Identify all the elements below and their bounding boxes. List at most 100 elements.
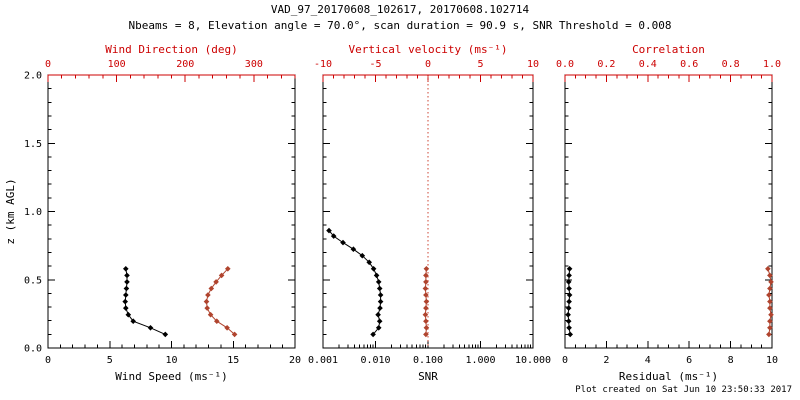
svg-text:15: 15 bbox=[227, 355, 239, 366]
snr-profile-marker bbox=[366, 259, 372, 266]
svg-text:0.6: 0.6 bbox=[680, 59, 698, 70]
wind-direction-line bbox=[205, 268, 235, 335]
residual-marker bbox=[565, 311, 571, 318]
svg-text:0.4: 0.4 bbox=[639, 59, 657, 70]
residual-marker bbox=[565, 305, 572, 311]
correlation-marker bbox=[768, 279, 774, 285]
svg-text:0: 0 bbox=[45, 355, 51, 366]
svg-text:-10: -10 bbox=[314, 59, 332, 70]
svg-text:0: 0 bbox=[562, 355, 568, 366]
wind-direction-marker bbox=[203, 298, 210, 305]
svg-text:5: 5 bbox=[107, 355, 113, 366]
correlation-marker bbox=[767, 318, 773, 324]
wind-speed-marker bbox=[123, 266, 129, 272]
residual-marker bbox=[566, 298, 572, 305]
svg-text:4: 4 bbox=[645, 355, 651, 366]
wind-speed-marker bbox=[147, 325, 154, 331]
svg-text:300: 300 bbox=[245, 59, 263, 70]
vertical-velocity-marker bbox=[422, 285, 429, 292]
snr-profile-marker bbox=[350, 246, 357, 252]
correlation-marker bbox=[767, 325, 773, 331]
wind-speed-marker bbox=[122, 298, 128, 305]
svg-text:10: 10 bbox=[766, 355, 778, 366]
wind-direction-marker bbox=[214, 318, 220, 324]
vertical-velocity-marker bbox=[423, 266, 430, 272]
snr-profile-marker bbox=[370, 331, 376, 338]
svg-text:10.000: 10.000 bbox=[515, 355, 551, 366]
wind-speed-marker bbox=[123, 285, 130, 292]
svg-text:1.000: 1.000 bbox=[465, 355, 495, 366]
wind-speed-marker bbox=[125, 311, 132, 318]
svg-text:10: 10 bbox=[165, 355, 177, 366]
svg-text:0.8: 0.8 bbox=[722, 59, 740, 70]
wind-direction-marker bbox=[208, 285, 215, 292]
plot-title: VAD_97_20170608_102617, 20170608.102714 bbox=[270, 3, 530, 16]
vertical-velocity-marker bbox=[423, 318, 429, 324]
vertical-velocity-marker bbox=[423, 305, 429, 311]
svg-text:0.0: 0.0 bbox=[556, 59, 574, 70]
snr-profile-marker bbox=[377, 298, 384, 305]
residual-marker bbox=[566, 292, 573, 298]
vertical-velocity-marker bbox=[423, 279, 429, 285]
snr-profile-marker bbox=[375, 325, 382, 331]
svg-text:0: 0 bbox=[45, 59, 51, 70]
snr-profile-line bbox=[328, 230, 382, 335]
wind-direction-marker bbox=[205, 292, 211, 298]
wind-direction-marker bbox=[207, 311, 214, 318]
snr-profile-marker bbox=[370, 266, 377, 272]
snr-profile-marker bbox=[377, 292, 384, 298]
correlation-marker bbox=[767, 285, 773, 292]
residual-marker bbox=[566, 266, 573, 272]
svg-text:200: 200 bbox=[176, 59, 194, 70]
vertical-velocity-marker bbox=[423, 331, 429, 338]
svg-text:2.0: 2.0 bbox=[24, 71, 42, 82]
svg-text:Vertical velocity (ms⁻¹): Vertical velocity (ms⁻¹) bbox=[349, 43, 508, 56]
residual-marker bbox=[565, 318, 572, 324]
svg-text:5: 5 bbox=[477, 59, 483, 70]
svg-text:0.010: 0.010 bbox=[360, 355, 390, 366]
vertical-velocity-marker bbox=[423, 325, 430, 331]
wind-direction-marker bbox=[224, 325, 230, 331]
wind-direction-marker bbox=[213, 279, 219, 285]
svg-text:Correlation: Correlation bbox=[632, 43, 705, 56]
vertical-velocity-marker bbox=[423, 272, 429, 279]
snr-profile-marker bbox=[359, 252, 366, 259]
residual-marker bbox=[566, 325, 572, 331]
snr-profile-marker bbox=[375, 279, 382, 285]
snr-profile-marker bbox=[326, 227, 332, 234]
wind-speed-marker bbox=[124, 272, 130, 279]
wind-direction-marker bbox=[231, 331, 238, 338]
svg-text:SNR: SNR bbox=[418, 370, 438, 383]
svg-text:z (km AGL): z (km AGL) bbox=[4, 178, 17, 244]
wind-speed-marker bbox=[123, 292, 129, 298]
panel-snr: 0.001 0.010 0.100 1.000 10.000 SNR -10 -5 0 5 10 Ve… bbox=[308, 43, 551, 383]
correlation-marker bbox=[766, 331, 772, 338]
svg-text:1.0: 1.0 bbox=[24, 207, 42, 218]
svg-text:2: 2 bbox=[603, 355, 609, 366]
residual-marker bbox=[565, 279, 572, 285]
vertical-velocity-marker bbox=[423, 298, 430, 305]
plot-timestamp: Plot created on Sat Jun 10 23:50:33 2017 bbox=[575, 385, 792, 395]
snr-profile-marker bbox=[330, 233, 337, 239]
svg-text:0.001: 0.001 bbox=[308, 355, 338, 366]
wind-speed-marker bbox=[124, 279, 130, 285]
svg-text:0.100: 0.100 bbox=[413, 355, 443, 366]
svg-text:Wind Direction (deg): Wind Direction (deg) bbox=[105, 43, 237, 56]
wind-direction-marker bbox=[204, 305, 210, 311]
svg-text:Wind Speed (ms⁻¹): Wind Speed (ms⁻¹) bbox=[115, 370, 228, 383]
svg-text:8: 8 bbox=[728, 355, 734, 366]
snr-profile-marker bbox=[376, 318, 383, 324]
snr-profile-marker bbox=[375, 311, 381, 318]
wind-speed-marker bbox=[123, 305, 129, 311]
residual-marker bbox=[566, 272, 572, 279]
wind-speed-marker bbox=[162, 331, 169, 338]
correlation-marker bbox=[767, 305, 773, 311]
panel-residual: 0 2 4 6 8 10 Residual (ms⁻¹) 0.0 0.2 0.4 0.6 0.8 1.0… bbox=[556, 43, 781, 383]
correlation-marker bbox=[767, 298, 773, 305]
correlation-marker bbox=[765, 266, 771, 272]
wind-direction-marker bbox=[225, 266, 231, 272]
svg-text:0: 0 bbox=[425, 59, 431, 70]
vertical-velocity-marker bbox=[422, 311, 429, 318]
